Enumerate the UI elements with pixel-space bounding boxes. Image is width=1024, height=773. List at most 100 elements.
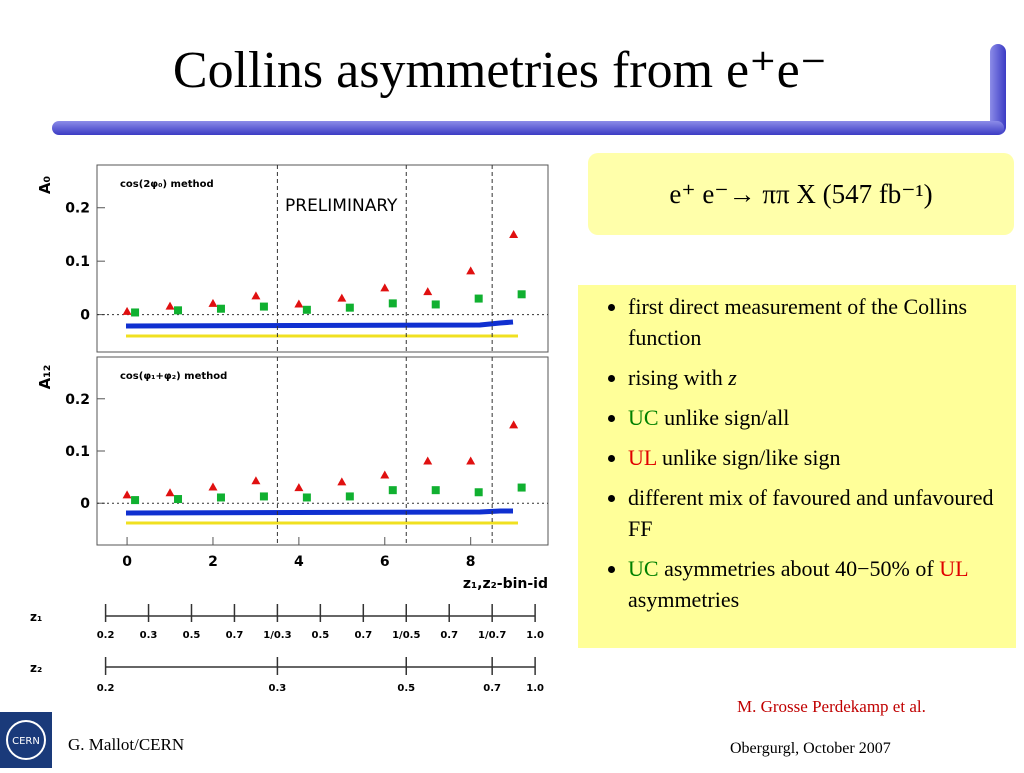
bullet-text: rising with xyxy=(628,365,729,390)
bullet: different mix of favoured and unfavoured… xyxy=(628,482,1000,544)
data-point xyxy=(474,488,483,497)
data-point xyxy=(466,456,476,465)
x-tick-label: 2 xyxy=(208,554,218,570)
z-tick-label: 0.3 xyxy=(140,630,158,641)
z-tick-label: 0.5 xyxy=(311,630,329,641)
x-tick-label: 4 xyxy=(294,554,304,570)
data-point xyxy=(174,495,183,504)
bullet: UL unlike sign/like sign xyxy=(628,442,1000,473)
data-point xyxy=(259,302,268,311)
y-tick-label: 0.2 xyxy=(65,201,90,217)
z-tick-label: 0.2 xyxy=(97,683,115,694)
data-point xyxy=(165,488,175,497)
reaction-box: e⁺ e⁻→ ππ X (547 fb⁻¹) xyxy=(588,153,1014,235)
data-point xyxy=(466,266,476,275)
data-point xyxy=(122,306,132,315)
z-tick-label: 0.3 xyxy=(269,683,287,694)
data-point xyxy=(251,291,261,300)
data-point xyxy=(423,287,433,296)
data-point xyxy=(431,300,440,309)
data-point xyxy=(431,486,440,495)
panel-title: cos(φ₁+φ₂) method xyxy=(120,371,227,382)
data-point xyxy=(294,483,304,492)
y-tick-label: 0.2 xyxy=(65,392,90,408)
data-point xyxy=(380,283,390,292)
bullet-text: UC xyxy=(628,556,659,581)
title-bar xyxy=(990,44,1006,135)
z-tick-label: 1.0 xyxy=(526,630,544,641)
y-tick-label: 0.1 xyxy=(65,444,90,460)
data-point xyxy=(509,229,519,238)
data-point xyxy=(517,290,526,299)
title-bar xyxy=(52,121,1004,135)
data-point xyxy=(337,477,347,486)
data-point xyxy=(216,493,225,502)
figure: cos(2φ₀) method A₀ PRELIMINARY 0 0.1 0.2 cos(φ… xyxy=(30,160,552,708)
y-tick-label: 0 xyxy=(80,308,90,324)
bullet-text: asymmetries about 40−50% of xyxy=(658,556,940,581)
logo-ring xyxy=(6,720,46,760)
panel-title: cos(2φ₀) method xyxy=(120,179,214,190)
figure-background xyxy=(30,160,552,708)
data-point xyxy=(474,294,483,303)
y-axis-label: A₀ xyxy=(36,176,54,194)
x-tick-label: 0 xyxy=(122,554,132,570)
z-tick-label: 0.7 xyxy=(226,630,244,641)
data-point xyxy=(208,482,218,491)
bullet: rising with z xyxy=(628,362,1000,393)
place: Obergurgl, October 2007 xyxy=(730,740,891,757)
reaction: e⁺ e⁻→ ππ X (547 fb⁻¹) xyxy=(669,179,933,209)
author: G. Mallot/CERN xyxy=(68,735,185,754)
data-point xyxy=(294,299,304,308)
x-tick-label: 8 xyxy=(466,554,476,570)
bullet-text: UL xyxy=(939,556,968,581)
data-point xyxy=(345,492,354,501)
data-point xyxy=(259,492,268,501)
data-point xyxy=(174,306,183,315)
z-label: z₁ xyxy=(30,610,42,624)
data-point xyxy=(380,470,390,479)
slide-title: Collins asymmetries from e⁺e⁻ xyxy=(172,42,828,99)
plot-frame xyxy=(96,164,549,353)
z-tick-label: 0.7 xyxy=(354,630,372,641)
data-point xyxy=(165,301,175,310)
bullet-text: asymmetries xyxy=(628,587,740,612)
logo-graphic: CERN xyxy=(6,720,46,760)
data-point xyxy=(131,308,140,317)
y-tick-label: 0.1 xyxy=(65,254,90,270)
z-tick-label: 0.5 xyxy=(183,630,201,641)
x-tick-label: 6 xyxy=(380,554,390,570)
data-point xyxy=(208,298,218,307)
data-point xyxy=(302,305,311,314)
z-tick-label: 1/0.7 xyxy=(478,630,506,641)
data-point xyxy=(509,420,519,429)
bullet-text: different mix of favoured and unfavoured… xyxy=(628,485,994,541)
z-tick-label: 0.2 xyxy=(97,630,115,641)
data-point xyxy=(337,293,347,302)
z-tick-label: 1/0.3 xyxy=(263,630,291,641)
z-tick-label: 1.0 xyxy=(526,683,544,694)
data-point xyxy=(302,493,311,502)
data-point xyxy=(423,456,433,465)
data-point xyxy=(517,483,526,492)
z-tick-label: 0.7 xyxy=(440,630,458,641)
systematic-band xyxy=(125,508,513,516)
data-point xyxy=(216,304,225,313)
data-point xyxy=(122,490,132,499)
z-tick-label: 0.5 xyxy=(397,683,415,694)
data-point xyxy=(388,486,397,495)
bullet: first direct measurement of the Collins … xyxy=(628,291,1000,353)
bullet-text: unlike sign/all xyxy=(658,405,790,430)
bullet: UC unlike sign/all xyxy=(628,402,1000,433)
bullet-box: first direct measurement of the Collins … xyxy=(578,285,1016,648)
bullet-text: UL xyxy=(628,445,657,470)
z-tick-label: 1/0.5 xyxy=(392,630,420,641)
z-label: z₂ xyxy=(30,661,42,675)
bullet: UC asymmetries about 40−50% of UL asymme… xyxy=(628,553,1000,615)
logo: CERN xyxy=(0,712,52,768)
bullet-list: first direct measurement of the Collins … xyxy=(578,285,1016,615)
logo-text: CERN xyxy=(12,736,40,747)
data-point xyxy=(388,299,397,308)
data-point xyxy=(131,496,140,505)
